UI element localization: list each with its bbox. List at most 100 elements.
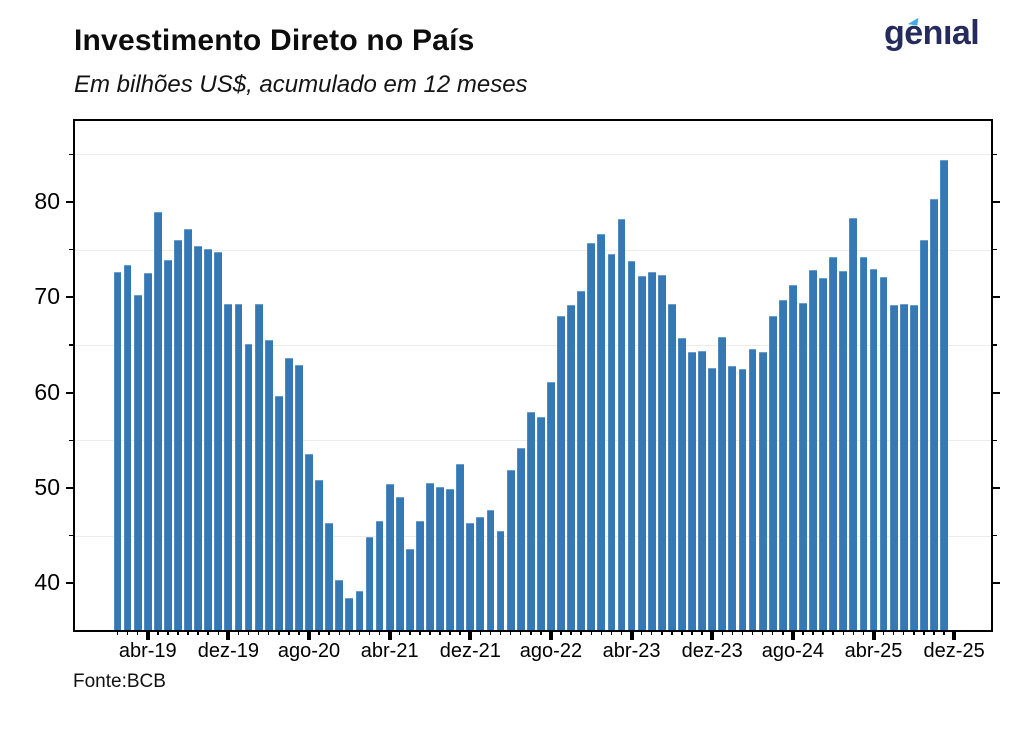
x-minortick-46 (580, 631, 582, 635)
x-tick-ago-20 (307, 631, 312, 640)
y-minortick-85 (69, 153, 74, 156)
chart-title: Investimento Direto no País (74, 24, 475, 57)
x-minortick-49 (610, 631, 613, 635)
y-minortick-right-55 (992, 439, 997, 442)
bar-fev-25 (849, 218, 858, 630)
bar-set-19 (194, 245, 203, 630)
x-tick-dez-21 (468, 631, 473, 640)
bar-jul-22 (536, 417, 545, 630)
bar-jul-19 (174, 240, 182, 630)
x-tick-abr-19 (145, 631, 150, 640)
x-axis-label-dez-25: dez-25 (923, 640, 985, 662)
bar-out-21 (446, 488, 455, 630)
bar-ago-23 (668, 304, 676, 630)
y-minortick-right-45 (992, 534, 997, 537)
bar-mar-23 (617, 219, 626, 630)
x-minortick-55 (671, 631, 673, 635)
x-minortick-45 (570, 631, 572, 635)
x-tick-dez-25 (952, 631, 957, 640)
x-minortick-6 (177, 631, 179, 635)
bar-mar-19 (133, 295, 142, 630)
bar-jul-21 (416, 521, 424, 630)
x-minortick-39 (509, 631, 512, 635)
x-minortick-2 (136, 631, 139, 635)
bar-jan-20 (234, 304, 243, 630)
bar-dez-21 (466, 523, 475, 630)
x-minortick-18 (298, 631, 300, 635)
bar-abr-20 (264, 340, 273, 630)
bar-mar-20 (254, 304, 263, 630)
y-tick-50 (66, 486, 74, 489)
bar-out-22 (567, 305, 575, 630)
chart-subtitle: Em bilhões US$, acumulado em 12 meses (74, 71, 528, 98)
x-minortick-58 (701, 631, 703, 635)
bar-fev-23 (607, 254, 616, 630)
bar-out-19 (204, 248, 213, 630)
bar-jun-19 (164, 260, 172, 630)
bar-jan-22 (476, 516, 485, 630)
x-minortick-15 (267, 631, 270, 635)
bar-jul-20 (295, 365, 303, 630)
bar-abr-22 (506, 469, 515, 630)
bar-mai-22 (516, 447, 525, 630)
x-axis-label-ago-20: ago-20 (277, 640, 341, 662)
x-axis-label-dez-21: dez-21 (439, 640, 501, 662)
x-axis-label-abr-21: abr-21 (360, 640, 419, 662)
x-minortick-5 (167, 631, 169, 635)
x-minortick-77 (892, 631, 895, 635)
x-minortick-31 (429, 631, 431, 635)
x-minortick-7 (187, 631, 189, 635)
x-axis-label-dez-19: dez-19 (197, 640, 259, 662)
y-minortick-65 (69, 344, 74, 346)
bar-fev-20 (244, 344, 253, 630)
bar-mai-25 (879, 277, 888, 630)
bar-jun-21 (405, 549, 414, 630)
x-minortick-36 (479, 631, 482, 635)
x-minortick-42 (540, 631, 542, 635)
bar-nov-21 (456, 464, 465, 630)
bar-ago-22 (547, 382, 555, 630)
y-axis-label-40: 40 (34, 569, 60, 596)
gridline-y-75 (75, 249, 991, 251)
x-minortick-50 (620, 631, 623, 635)
source-note: Fonte:BCB (73, 671, 166, 692)
x-minortick-24 (358, 631, 361, 635)
x-minortick-53 (650, 631, 653, 635)
x-minortick-80 (923, 631, 925, 635)
x-tick-ago-24 (790, 631, 795, 640)
bar-set-24 (799, 303, 807, 630)
bar-dez-19 (224, 304, 233, 630)
x-minortick-78 (902, 631, 905, 635)
bar-dez-20 (345, 597, 354, 630)
x-minortick-47 (590, 631, 593, 635)
bar-jul-25 (899, 304, 908, 630)
bar-fev-19 (123, 264, 132, 630)
x-minortick-13 (247, 631, 250, 635)
x-minortick-73 (852, 631, 855, 635)
bar-fev-21 (365, 536, 374, 630)
bar-nov-25 (940, 160, 948, 630)
y-axis-label-70: 70 (34, 283, 60, 310)
bar-ago-24 (788, 284, 797, 630)
x-minortick-76 (882, 631, 885, 635)
x-minortick-14 (257, 631, 260, 635)
x-minortick-33 (449, 631, 451, 635)
x-minortick-54 (661, 631, 663, 635)
bar-dez-24 (829, 257, 838, 630)
y-minortick-right-75 (992, 248, 997, 251)
bar-jul-24 (778, 300, 787, 630)
bar-abr-24 (748, 348, 757, 630)
bar-mai-21 (395, 496, 404, 630)
bar-mar-22 (496, 530, 505, 630)
x-minortick-69 (812, 631, 814, 635)
x-axis-label-ago-24: ago-24 (761, 640, 824, 662)
bar-set-20 (315, 480, 323, 630)
y-tick-80 (66, 201, 74, 204)
genial-logo-text: genıal (884, 14, 980, 52)
x-minortick-64 (761, 631, 764, 635)
y-minortick-55 (69, 439, 74, 442)
genial-logo: genıal (884, 14, 980, 53)
y-minortick-right-65 (992, 344, 997, 346)
x-minortick-65 (771, 631, 774, 635)
